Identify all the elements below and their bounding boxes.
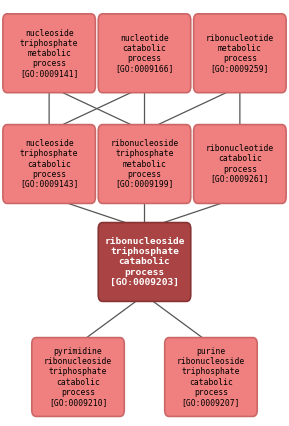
FancyBboxPatch shape	[3, 14, 95, 93]
FancyBboxPatch shape	[194, 14, 286, 93]
Text: nucleoside
triphosphate
metabolic
process
[GO:0009141]: nucleoside triphosphate metabolic proces…	[20, 29, 78, 78]
Text: ribonucleoside
triphosphate
catabolic
process
[GO:0009203]: ribonucleoside triphosphate catabolic pr…	[104, 237, 185, 287]
Text: nucleoside
triphosphate
catabolic
process
[GO:0009143]: nucleoside triphosphate catabolic proces…	[20, 139, 78, 189]
Text: nucleotide
catabolic
process
[GO:0009166]: nucleotide catabolic process [GO:0009166…	[115, 34, 174, 73]
FancyBboxPatch shape	[194, 124, 286, 204]
FancyBboxPatch shape	[98, 222, 191, 302]
Text: ribonucleotide
catabolic
process
[GO:0009261]: ribonucleotide catabolic process [GO:000…	[206, 144, 274, 184]
FancyBboxPatch shape	[98, 14, 191, 93]
FancyBboxPatch shape	[98, 124, 191, 204]
Text: ribonucleoside
triphosphate
metabolic
process
[GO:0009199]: ribonucleoside triphosphate metabolic pr…	[110, 139, 179, 189]
FancyBboxPatch shape	[32, 337, 124, 417]
Text: purine
ribonucleoside
triphosphate
catabolic
process
[GO:0009207]: purine ribonucleoside triphosphate catab…	[177, 347, 245, 407]
FancyBboxPatch shape	[165, 337, 257, 417]
Text: pyrimidine
ribonucleoside
triphosphate
catabolic
process
[GO:0009210]: pyrimidine ribonucleoside triphosphate c…	[44, 347, 112, 407]
Text: ribonucleotide
metabolic
process
[GO:0009259]: ribonucleotide metabolic process [GO:000…	[206, 34, 274, 73]
FancyBboxPatch shape	[3, 124, 95, 204]
